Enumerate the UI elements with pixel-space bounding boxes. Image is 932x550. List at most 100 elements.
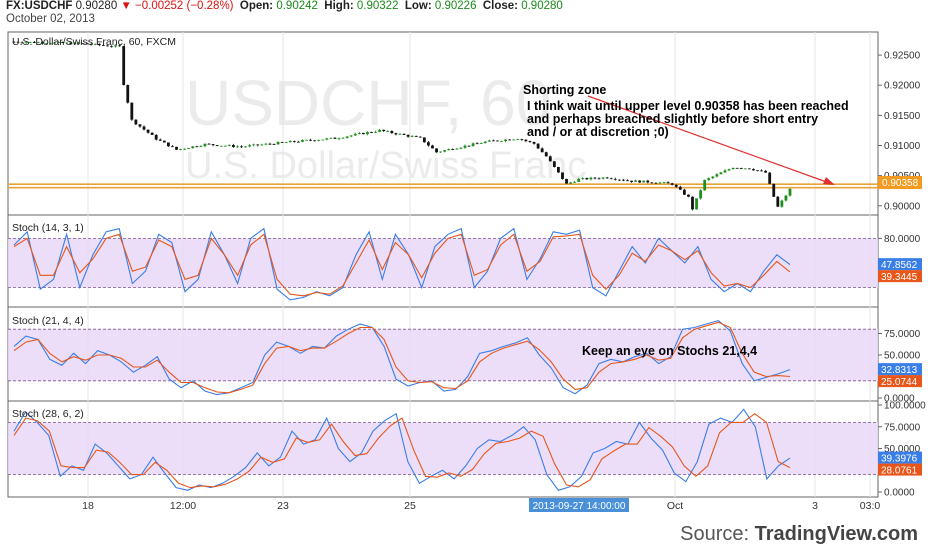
stoch-value-tag: 25.0744 [881,377,918,388]
candle-body [219,145,223,147]
candle-body [276,142,280,145]
stoch3-title: Stoch (28, 6, 2) [12,408,84,420]
watermark-symbol: USDCHF, 60 [185,67,551,139]
candle-body [678,186,682,190]
candle-body [528,141,532,142]
candle-body [292,140,296,142]
candle-body [630,180,633,182]
candle-body [199,146,203,147]
candle-body [248,145,252,147]
symbol: FX:USDCHF [6,0,73,12]
stoch-note: Keep an eye on Stochs 21,4,4 [582,344,757,358]
candle-body [20,42,24,44]
candle-body [53,42,57,44]
candle-body [654,182,658,184]
candle-body [244,146,247,148]
candle-body [747,168,751,170]
candle-body [341,137,345,139]
low-label: Low: [404,0,432,12]
candle-body [171,146,174,148]
x-tick-label: 12:00 [170,500,196,512]
candle-body [707,178,711,180]
candle-body [65,42,69,44]
stoch-line [13,413,791,489]
candle-body [57,41,61,43]
candle-body [544,152,548,157]
watermark-name: U.S. Dollar/Swiss Franc [185,145,586,187]
candle-body [622,179,625,181]
candle-body [353,133,357,136]
candle-body [162,140,166,143]
x-tick-label: 23 [277,500,289,512]
candle-body [674,184,678,187]
candle-body [402,133,406,135]
candle-body [638,180,642,183]
candle-body [370,132,373,133]
stoch-value-tag-box [878,363,922,376]
candle-body [605,177,609,179]
candle-body [12,41,16,43]
candle-body [146,129,150,133]
candle-body [236,146,239,148]
candle-body [24,42,28,44]
source-brand: TradingView.com [754,523,918,545]
annotation-title: Shorting zone [523,83,606,97]
candle-body [735,167,739,169]
candle-body [110,46,113,48]
candle-body [711,176,715,179]
candle-body [284,142,288,144]
stoch-line [13,227,791,301]
y-tick-label: 0.92000 [884,81,921,92]
annotation-line3: and / or at discretion ;0) [527,125,669,139]
candle-body [398,133,402,135]
candle-body [215,145,219,146]
price-tag-box [878,176,922,189]
candle-body [439,151,442,153]
down-arrow-icon: ▼ [120,0,132,12]
candle-body [670,183,674,185]
stoch-band-fill [8,422,878,475]
candle-body [695,198,698,210]
candle-body [666,182,670,184]
candle-body [516,139,520,140]
candle-body [288,140,292,143]
candle-body [89,44,93,45]
candle-body [646,180,650,183]
candle-body [512,139,516,141]
source-credit[interactable]: Source: TradingView.com [680,523,918,546]
candle-body [211,144,215,146]
candle-body [756,170,759,172]
stoch-y-tick-label: 0.0000 [884,488,915,499]
candle-body [467,145,471,147]
candle-body [483,141,487,144]
crosshair-date-box [529,498,629,512]
candle-body [77,42,81,44]
x-tick-label: 03:0 [860,500,881,512]
candle-body [150,132,154,135]
candle-body [451,149,455,150]
candle-body [414,136,418,137]
candlestick-series [12,41,792,211]
x-tick-label: 25 [404,500,416,512]
candle-body [106,45,109,47]
candle-body [569,182,573,184]
candle-body [97,43,101,46]
open-value: 0.90242 [276,0,318,12]
candle-body [16,41,20,43]
low-value: 0.90226 [434,0,477,12]
stoch1-title: Stoch (14, 3, 1) [12,222,84,234]
candle-body [130,102,134,120]
candle-body [362,133,365,135]
stoch-y-tick-label: 100.0000 [884,401,926,412]
candle-body [435,148,438,153]
stoch-line [13,408,791,491]
candle-body [731,167,735,170]
candle-body [317,140,321,141]
candle-body [333,137,337,139]
candle-body [223,145,227,147]
candle-body [260,144,264,146]
open-label: Open: [239,0,274,12]
candle-body [309,139,312,141]
change-value: −0.00252 (−0.28%) [135,0,234,12]
